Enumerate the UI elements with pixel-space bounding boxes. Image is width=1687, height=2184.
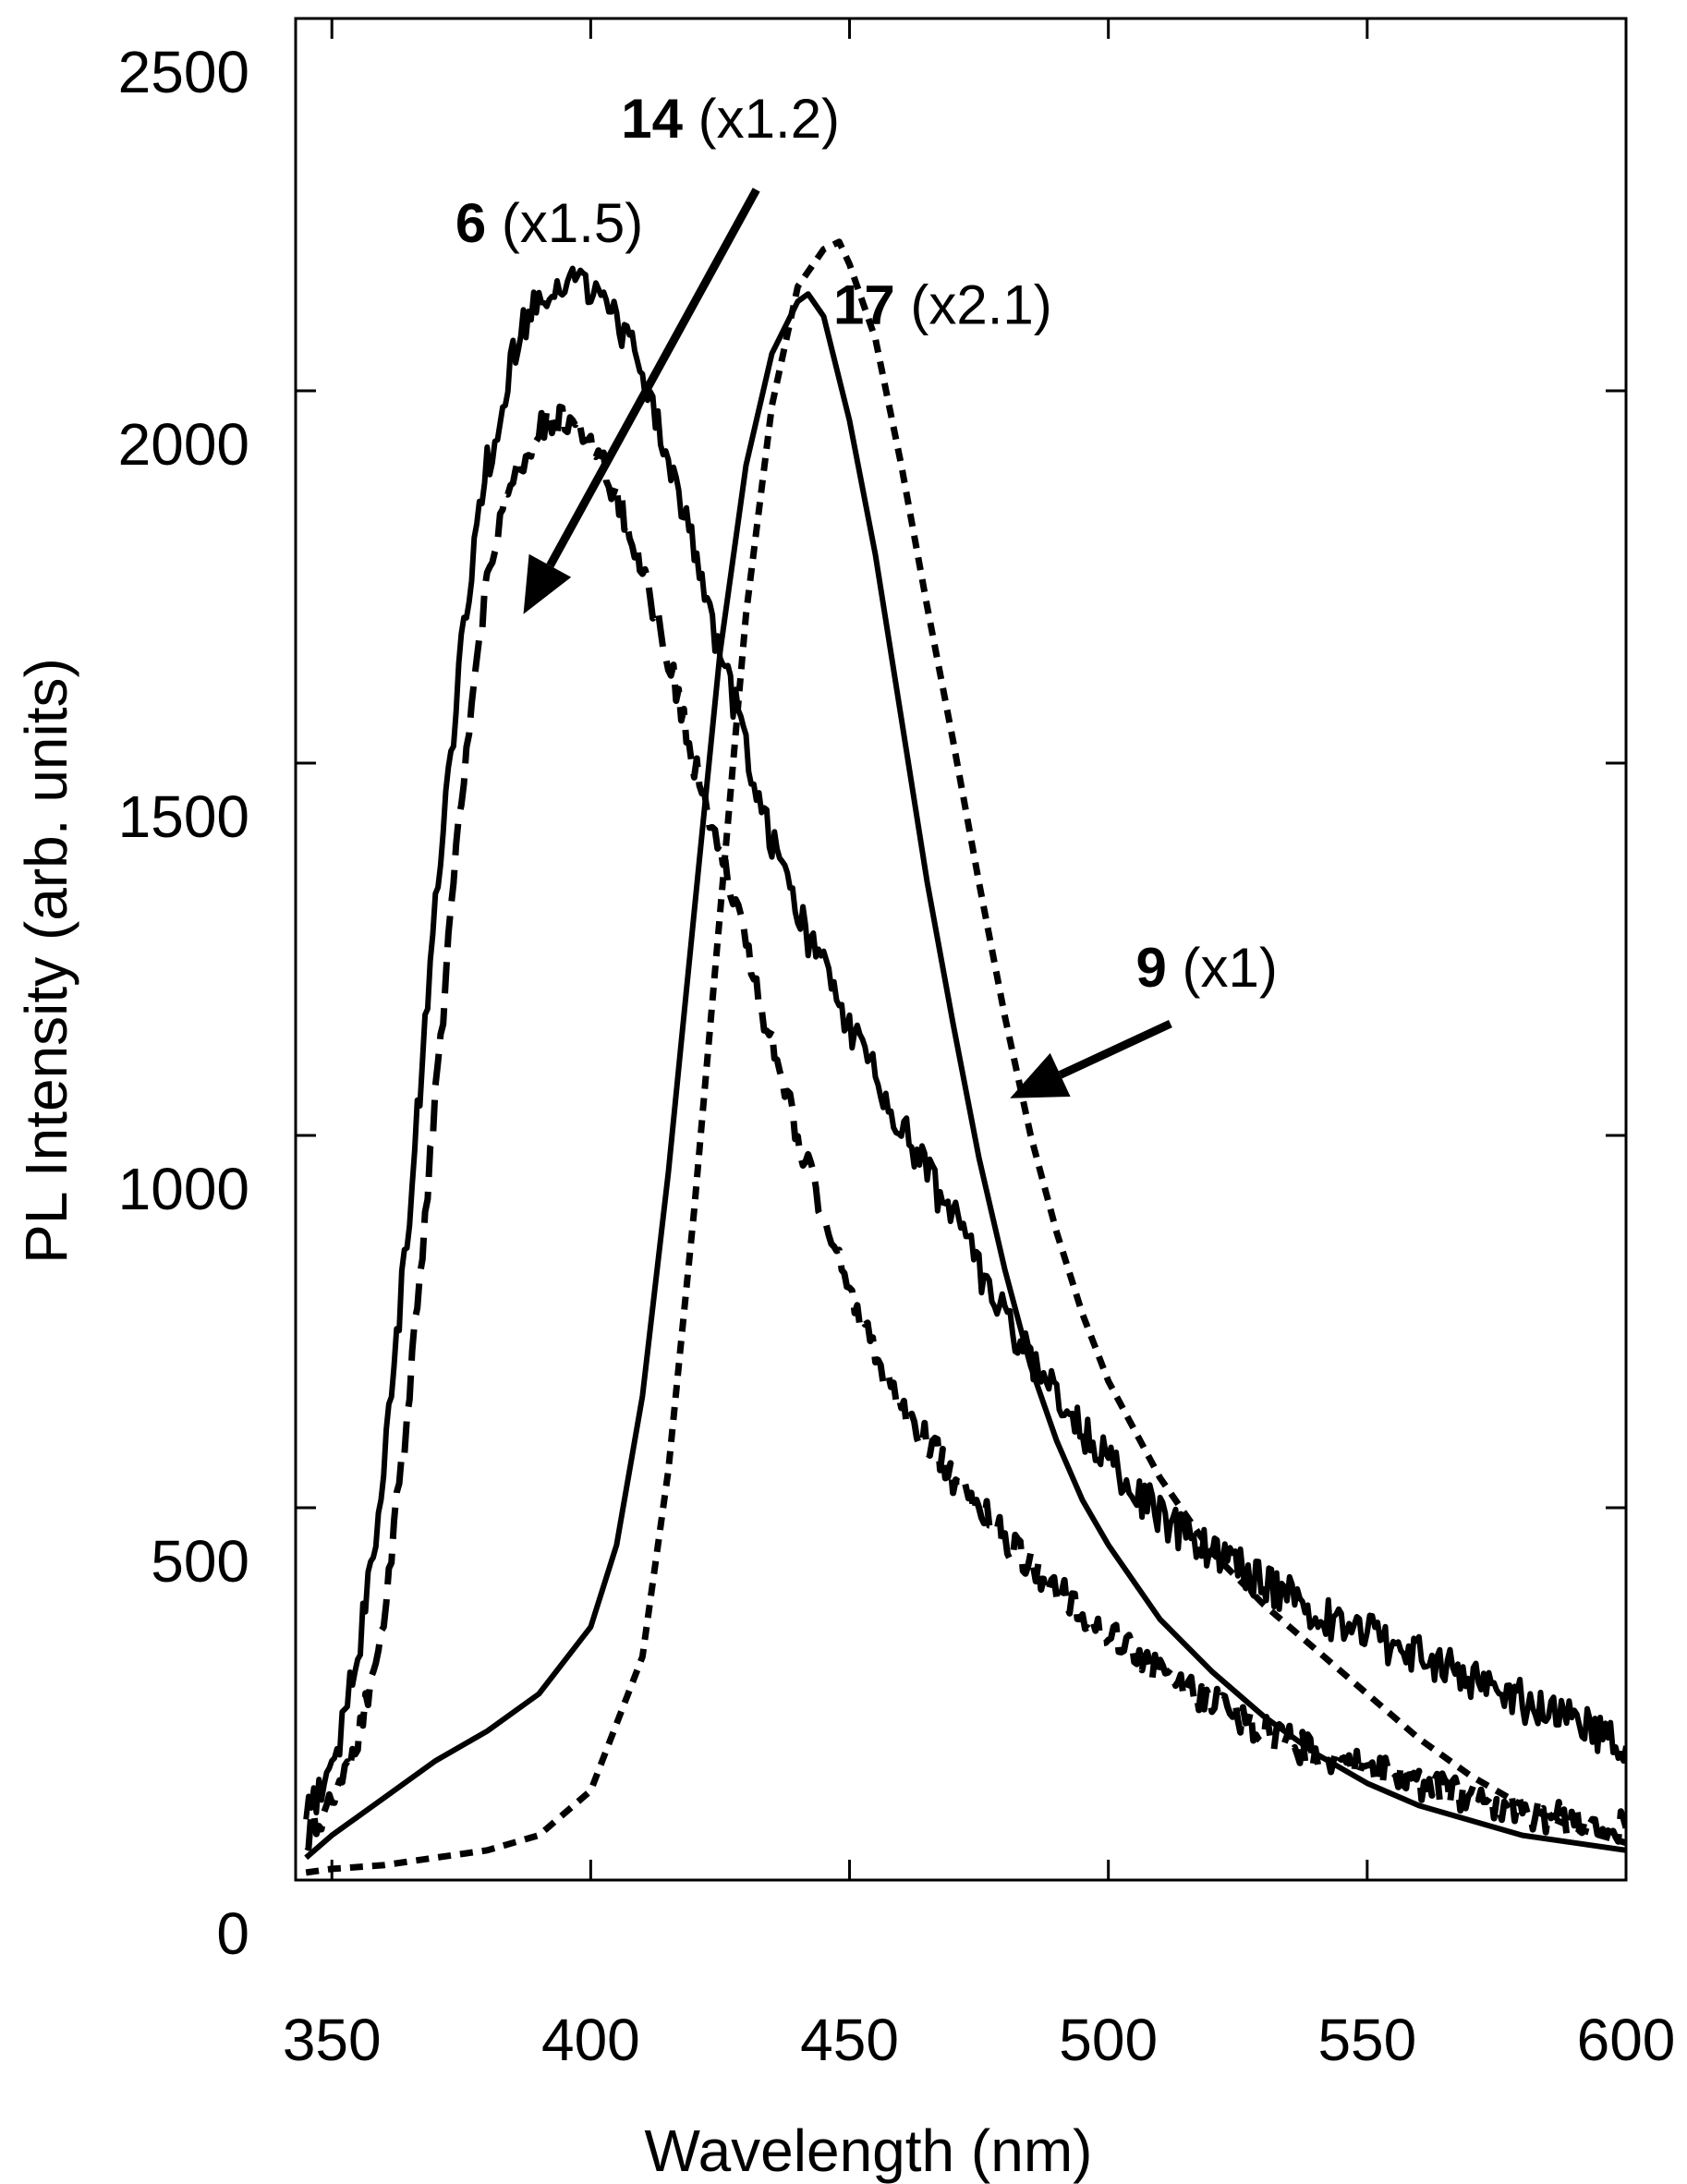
series-annotation-14: 14 (x1.2)	[621, 88, 840, 150]
annotation-arrow-shaft	[1058, 1020, 1172, 1079]
y-tick-label: 500	[151, 1528, 249, 1595]
annotation-arrow-head	[1010, 1052, 1071, 1098]
annotation-arrow-head	[523, 553, 572, 614]
x-tick-label: 500	[1059, 2007, 1158, 2073]
annotation-number: 6	[455, 192, 486, 254]
y-tick-label: 0	[216, 1900, 249, 1967]
annotation-number: 17	[833, 273, 895, 335]
series-annotation-17: 17 (x2.1)	[833, 273, 1052, 335]
y-tick-label: 1000	[118, 1156, 249, 1222]
series-line-14	[304, 403, 1626, 1851]
y-axis-ticks: 0 500 1000 1500 2000 2500	[118, 17, 1626, 1967]
annotation-layer: 6 (x1.5) 14 (x1.2) 17 (x2.1) 9 (x1)	[455, 88, 1278, 1098]
series-annotation-6: 6 (x1.5)	[455, 192, 643, 254]
annotation-scale: (x1)	[1167, 937, 1278, 999]
x-tick-label: 600	[1577, 2007, 1676, 2073]
y-tick-label: 1500	[118, 783, 249, 850]
series-line-6	[303, 265, 1626, 1820]
x-tick-label: 400	[541, 2007, 640, 2073]
series-line-9	[304, 291, 1626, 1861]
y-axis-title: PL Intensity (arb. units)	[13, 658, 79, 1264]
annotation-arrow-shaft	[546, 188, 760, 568]
x-tick-label: 350	[283, 2007, 382, 2073]
y-tick-label: 2500	[118, 39, 249, 105]
x-tick-label: 450	[800, 2007, 899, 2073]
annotation-scale: (x1.2)	[683, 88, 840, 150]
annotation-number: 9	[1135, 937, 1166, 999]
series-line-17	[305, 238, 1626, 1876]
y-tick-label: 2000	[118, 411, 249, 478]
annotation-scale: (x1.5)	[486, 192, 643, 254]
annotation-scale: (x2.1)	[895, 273, 1052, 335]
x-axis-ticks: 350 400 450 500 550 600	[283, 18, 1676, 2073]
x-tick-label: 550	[1317, 2007, 1416, 2073]
x-axis-title: Wavelength (nm)	[645, 2117, 1093, 2184]
series-layer	[303, 238, 1626, 1876]
series-annotation-9: 9 (x1)	[1135, 937, 1277, 999]
annotation-number: 14	[621, 88, 683, 150]
plot-frame	[294, 17, 1628, 1882]
